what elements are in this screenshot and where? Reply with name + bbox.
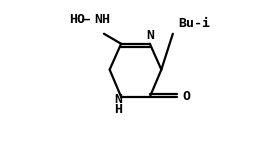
Text: HO: HO (69, 13, 85, 26)
Text: NH: NH (94, 13, 110, 26)
Text: O: O (182, 90, 190, 103)
Text: N: N (146, 29, 154, 42)
Text: H: H (114, 103, 122, 116)
Text: Bu-i: Bu-i (179, 17, 211, 30)
Text: N: N (114, 93, 122, 106)
Text: –: – (82, 13, 90, 26)
